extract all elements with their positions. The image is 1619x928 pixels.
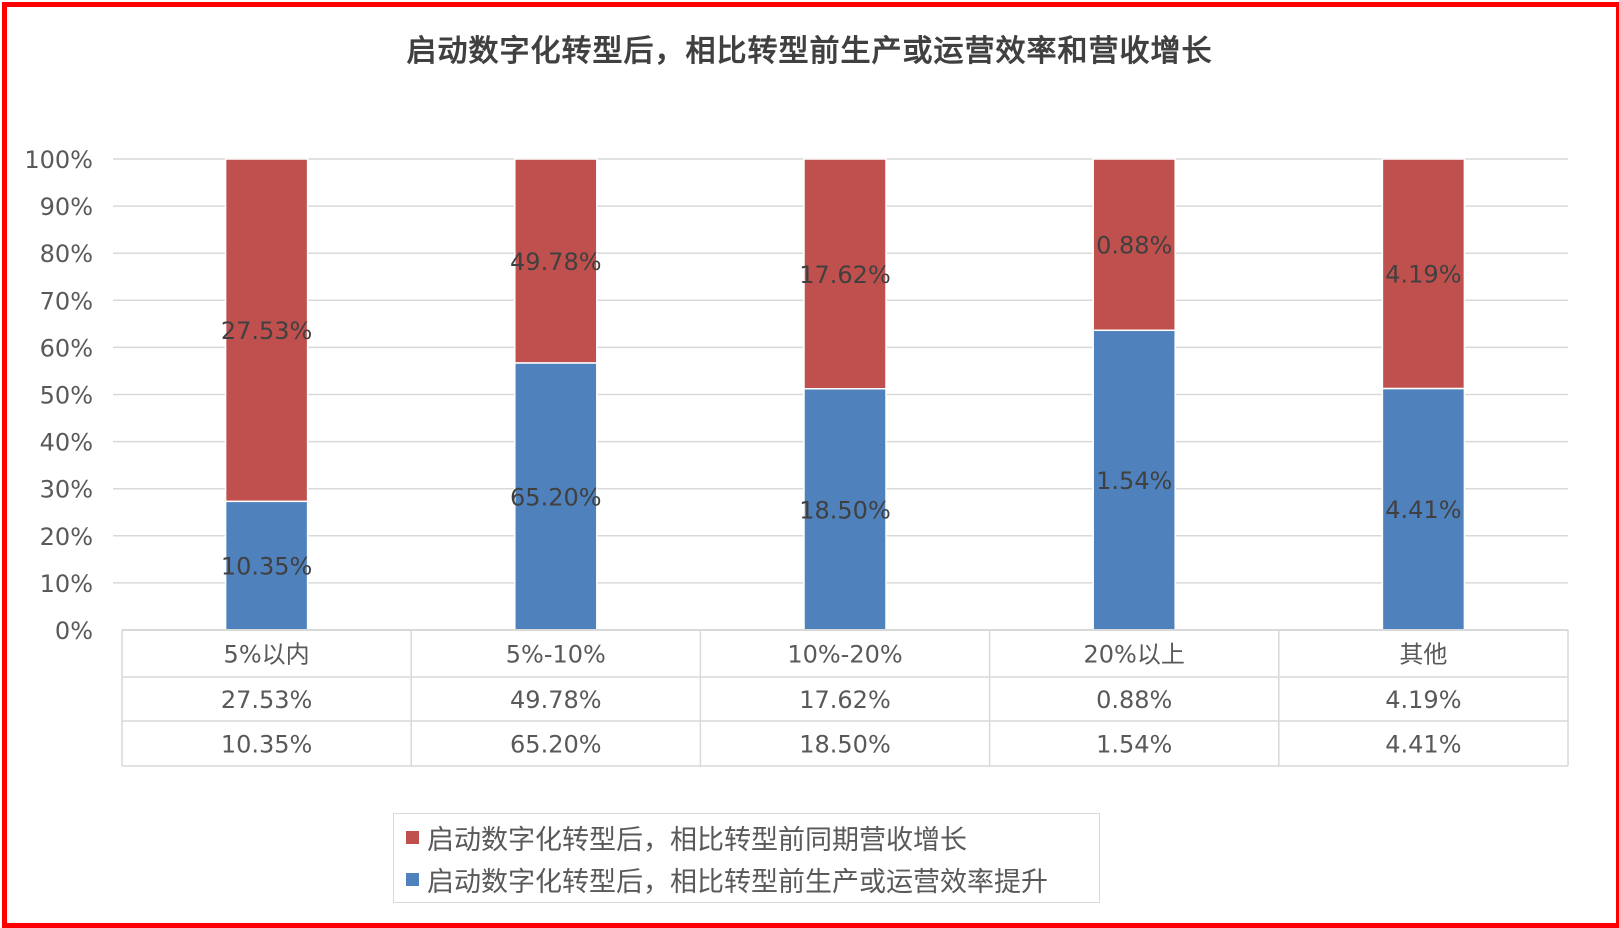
legend-label-revenue: 启动数字化转型后，相比转型前同期营收增长 bbox=[427, 824, 967, 856]
y-tick-label: 60% bbox=[40, 334, 93, 362]
legend-item-efficiency: 启动数字化转型后，相比转型前生产或运营效率提升 bbox=[406, 859, 1048, 899]
data-label: 17.62% bbox=[799, 261, 891, 289]
table-category-cell: 5%以内 bbox=[224, 641, 310, 669]
data-label: 65.20% bbox=[510, 483, 602, 511]
table-efficiency-cell: 1.54% bbox=[1096, 731, 1172, 759]
table-category-cell: 10%-20% bbox=[787, 641, 902, 669]
table-efficiency-cell: 4.41% bbox=[1385, 731, 1461, 759]
bar-segment bbox=[1381, 387, 1466, 631]
bar-segment bbox=[803, 158, 887, 390]
bar-segment bbox=[514, 158, 598, 364]
table-efficiency-cell: 18.50% bbox=[799, 731, 891, 759]
table-revenue-cell: 49.78% bbox=[510, 686, 602, 714]
table-category-cell: 20%以上 bbox=[1084, 641, 1185, 669]
legend-item-revenue: 启动数字化转型后，相比转型前同期营收增长 bbox=[406, 817, 967, 857]
y-tick-label: 30% bbox=[40, 476, 93, 504]
table-revenue-cell: 17.62% bbox=[799, 686, 891, 714]
bar-segment bbox=[1381, 158, 1466, 390]
y-tick-label: 90% bbox=[40, 193, 93, 221]
data-label: 1.54% bbox=[1096, 467, 1172, 495]
table-revenue-cell: 0.88% bbox=[1096, 686, 1172, 714]
legend-label-efficiency: 启动数字化转型后，相比转型前生产或运营效率提升 bbox=[427, 866, 1048, 898]
y-tick-label: 10% bbox=[40, 570, 93, 598]
y-tick-label: 0% bbox=[55, 617, 93, 645]
chart-title: 启动数字化转型后，相比转型前生产或运营效率和营收增长 bbox=[406, 34, 1213, 69]
data-label: 10.35% bbox=[221, 553, 313, 581]
legend: 启动数字化转型后，相比转型前同期营收增长 启动数字化转型后，相比转型前生产或运营… bbox=[393, 813, 1100, 903]
table-category-cell: 其他 bbox=[1399, 641, 1447, 669]
data-label: 49.78% bbox=[510, 248, 602, 276]
table-efficiency-cell: 10.35% bbox=[221, 731, 313, 759]
bar-segment bbox=[1092, 329, 1176, 631]
bar-segment bbox=[224, 158, 309, 503]
y-tick-label: 100% bbox=[24, 146, 93, 174]
bar-segment bbox=[1092, 158, 1176, 332]
table-revenue-cell: 4.19% bbox=[1385, 686, 1461, 714]
table-category-cell: 5%-10% bbox=[506, 641, 606, 669]
y-tick-label: 20% bbox=[40, 523, 93, 551]
y-tick-label: 50% bbox=[40, 382, 93, 410]
data-label: 4.19% bbox=[1385, 261, 1461, 289]
legend-swatch-efficiency bbox=[406, 872, 419, 886]
y-tick-label: 40% bbox=[40, 429, 93, 457]
data-label: 18.50% bbox=[799, 496, 891, 524]
y-tick-label: 70% bbox=[40, 287, 93, 315]
table-efficiency-cell: 65.20% bbox=[510, 731, 602, 759]
data-label: 0.88% bbox=[1096, 232, 1172, 260]
table-revenue-cell: 27.53% bbox=[221, 686, 313, 714]
data-label: 27.53% bbox=[221, 317, 313, 345]
legend-swatch-revenue bbox=[406, 830, 419, 844]
y-tick-label: 80% bbox=[40, 240, 93, 268]
data-label: 4.41% bbox=[1385, 496, 1461, 524]
